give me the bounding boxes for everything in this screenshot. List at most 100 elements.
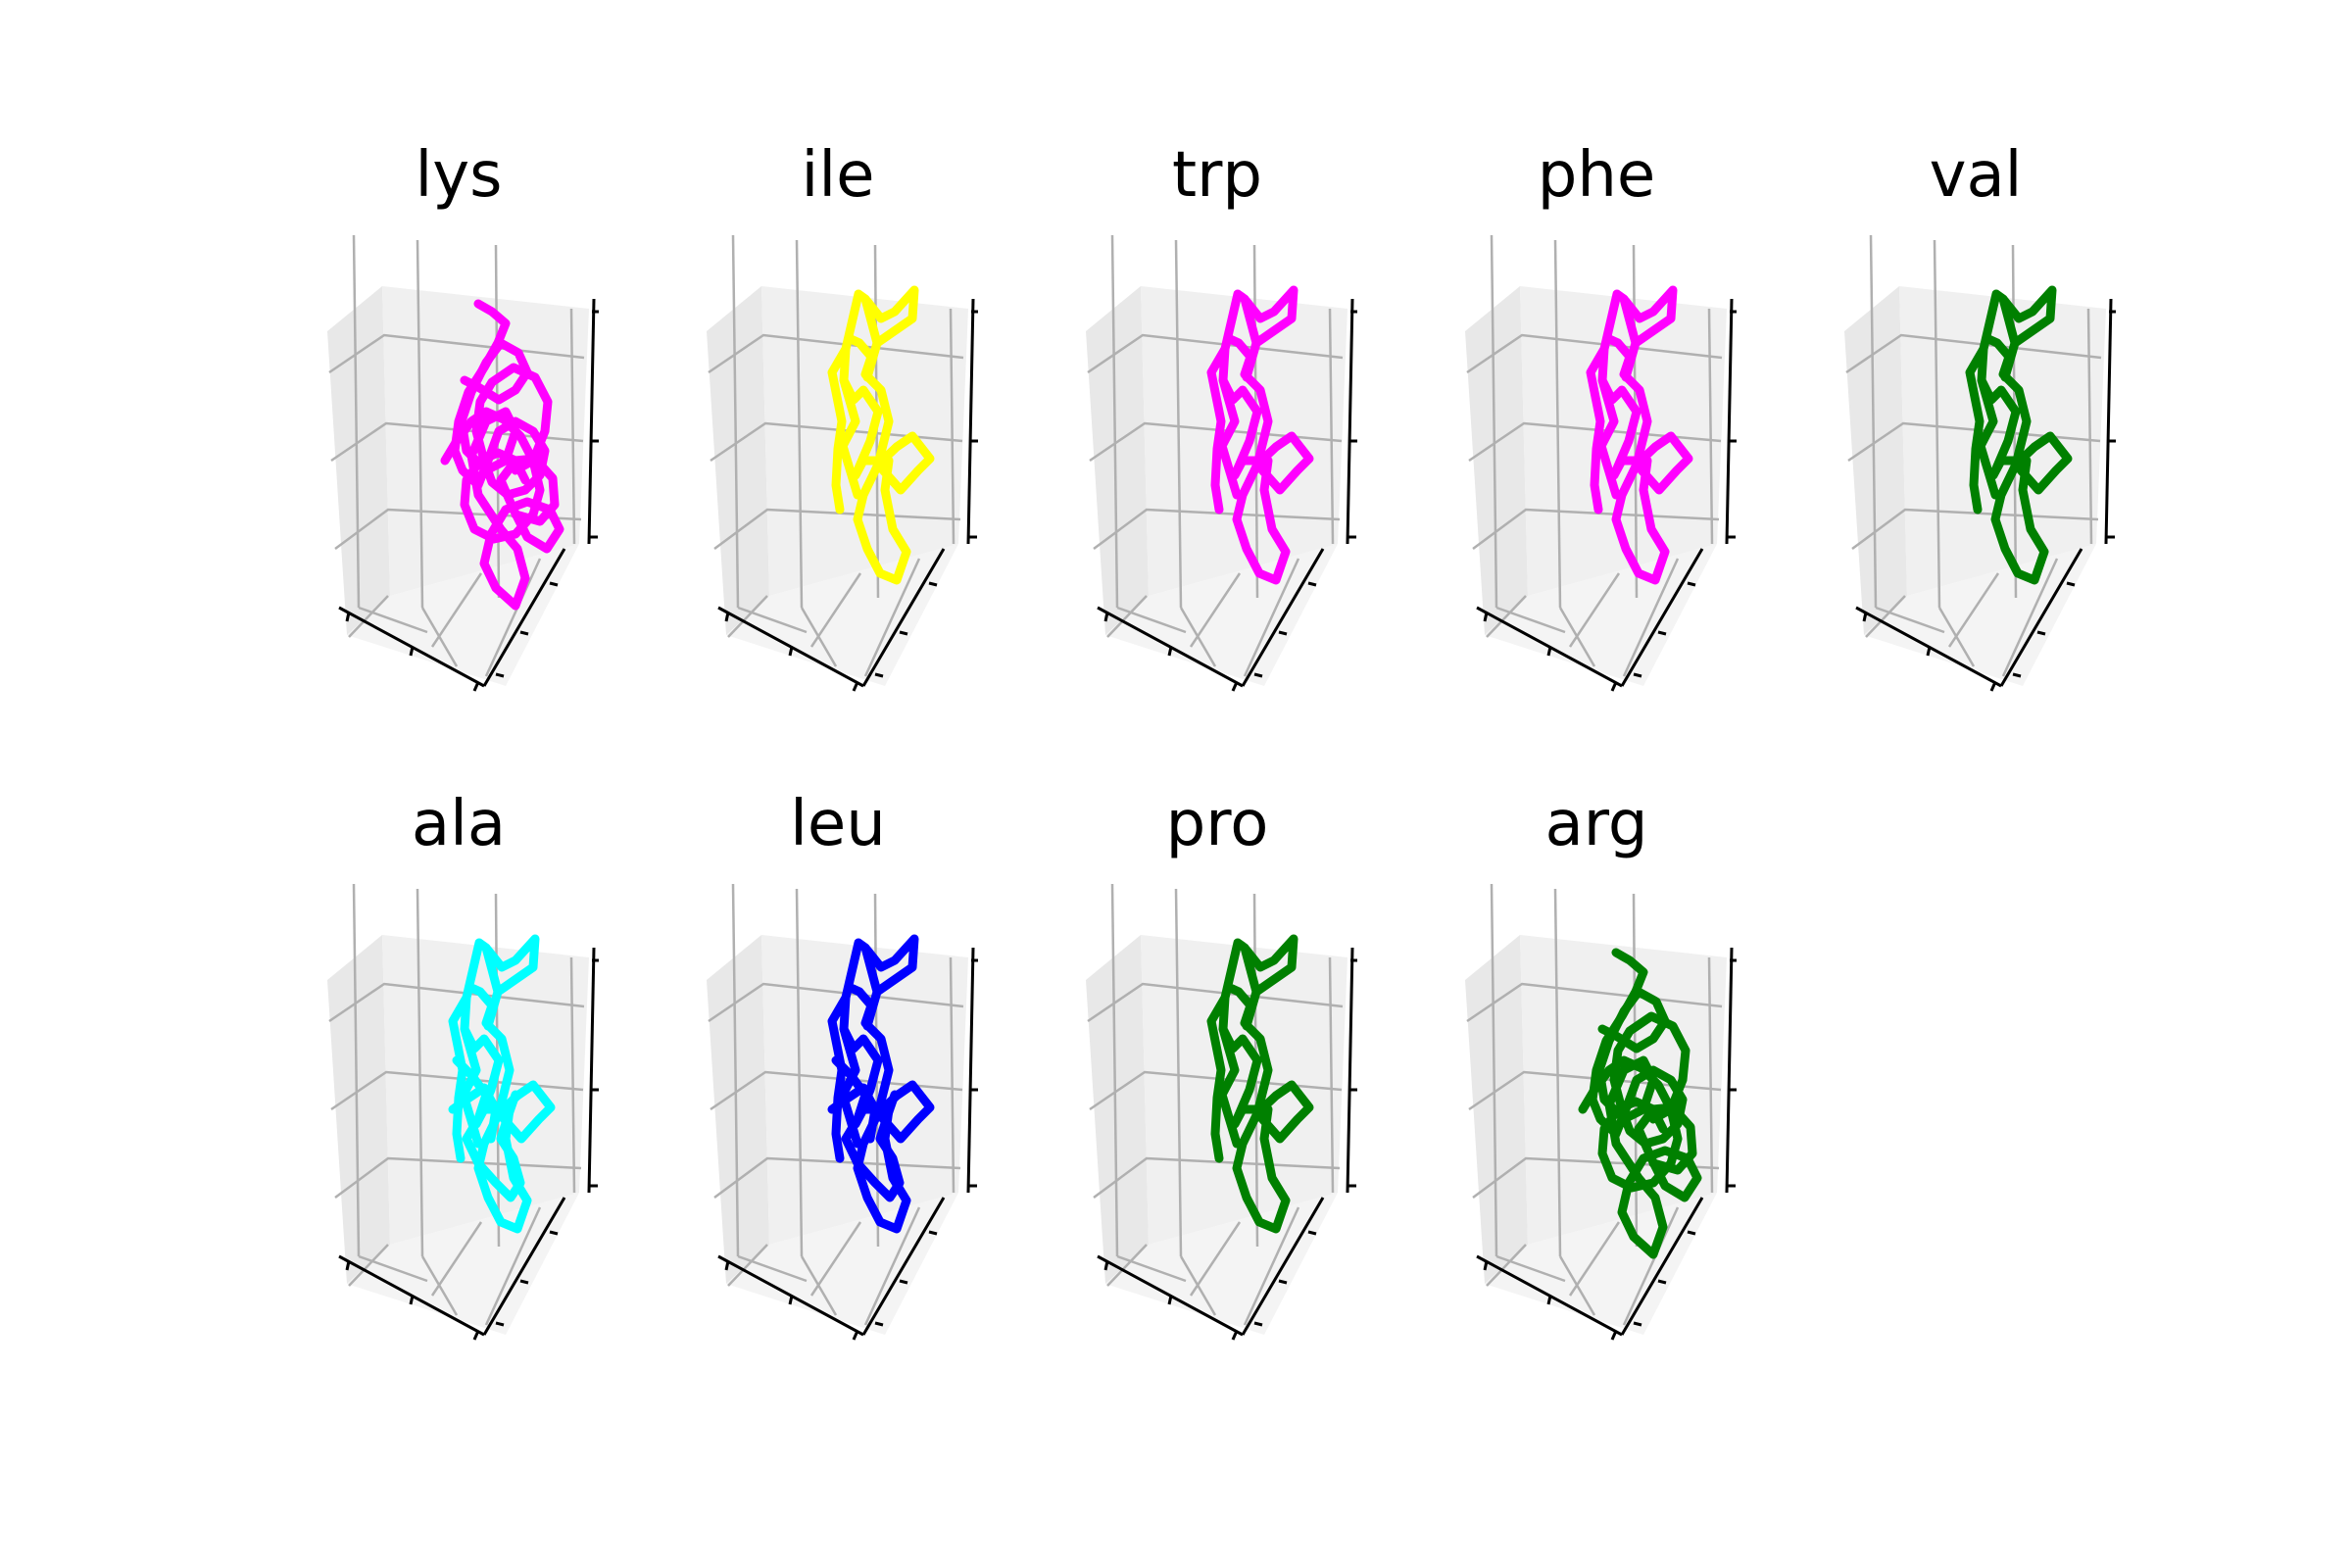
series-trace	[1965, 285, 2073, 585]
gridline	[1328, 956, 1335, 1194]
pane-left	[327, 935, 390, 1284]
gridline	[1110, 883, 1119, 1257]
y-axis-line	[1620, 548, 1704, 687]
subplot-pro: pro	[1086, 788, 1357, 1341]
axis-tick	[2036, 630, 2046, 636]
axis-tick	[1862, 612, 1868, 622]
subplot-title: trp	[1172, 139, 1262, 212]
series-trace	[827, 934, 935, 1234]
axis-tick	[345, 612, 351, 622]
subplot-title: val	[1930, 139, 2023, 212]
gridline	[1490, 234, 1498, 609]
gridline	[1568, 1221, 1621, 1297]
gridline	[1087, 982, 1344, 1023]
axis-tick	[852, 1330, 859, 1341]
gridline	[1466, 333, 1723, 374]
pane-back	[1141, 935, 1348, 1245]
gridline	[1947, 572, 2000, 648]
axis-tick	[549, 581, 559, 587]
gridline	[1490, 883, 1498, 1257]
gridline	[863, 1206, 921, 1326]
pane-back	[1520, 286, 1727, 596]
gridline	[1933, 239, 1941, 609]
axis-tick	[899, 1279, 908, 1285]
gridline	[731, 234, 740, 609]
axis-tick	[1253, 1321, 1263, 1327]
subplot-title: pro	[1166, 788, 1269, 860]
gridline	[1116, 1254, 1187, 1283]
axis-tick	[1253, 672, 1263, 678]
axis-tick	[409, 1295, 415, 1305]
gridline	[569, 308, 576, 545]
gridline	[1468, 421, 1722, 463]
axis-tick	[2066, 581, 2076, 587]
axis-tick	[495, 1321, 505, 1327]
gridline	[1553, 888, 1562, 1257]
axis-tick	[724, 612, 730, 622]
gridline	[352, 883, 361, 1257]
gridline	[809, 1221, 862, 1297]
gridline	[1174, 239, 1183, 609]
series-trace	[1578, 1055, 1683, 1193]
axis-tick	[724, 1260, 730, 1271]
gridline	[1106, 595, 1148, 638]
gridline	[949, 308, 956, 545]
z-axis-line	[966, 947, 975, 1194]
gridline	[809, 572, 862, 648]
axis-tick	[928, 581, 938, 587]
gridline	[358, 1254, 428, 1283]
axis-tick	[1483, 1260, 1489, 1271]
z-axis-line	[587, 947, 596, 1194]
gridline	[731, 883, 740, 1257]
series-trace	[1206, 934, 1314, 1234]
axis-tick	[1546, 1295, 1552, 1305]
axis-tick	[928, 1230, 938, 1236]
gridline	[727, 1244, 768, 1287]
z-axis-line	[1346, 298, 1354, 545]
axis-tick	[1103, 1260, 1109, 1271]
gridline	[737, 606, 808, 634]
subplot-val: val	[1844, 139, 2116, 692]
subplot-arg: arg	[1465, 788, 1737, 1341]
axis-tick	[899, 630, 908, 636]
axis-tick	[1657, 630, 1667, 636]
axis-tick	[1103, 612, 1109, 622]
pane-left	[1086, 935, 1149, 1284]
axis-tick	[472, 1330, 480, 1341]
gridline	[328, 982, 585, 1023]
pane-back	[761, 286, 968, 596]
axis-tick	[852, 681, 859, 692]
z-axis-line	[1725, 947, 1734, 1194]
series-trace	[827, 1055, 905, 1202]
z-axis-line	[1725, 298, 1734, 545]
subplot-lys: lys	[327, 139, 599, 692]
gridline	[416, 888, 424, 1257]
series-trace	[827, 285, 935, 585]
axis-tick	[1231, 681, 1239, 692]
axis-tick	[1633, 1321, 1642, 1327]
gridline	[708, 333, 964, 374]
axis-tick	[788, 1295, 794, 1305]
gridline	[1087, 333, 1344, 374]
gridline	[1707, 308, 1714, 545]
pane-back	[1141, 286, 1348, 596]
axis-tick	[1633, 672, 1642, 678]
series-trace	[448, 1055, 525, 1202]
series-trace	[1588, 948, 1690, 1149]
axis-tick	[1687, 1230, 1696, 1236]
gridline	[569, 956, 576, 1194]
pane-left	[327, 286, 390, 635]
axis-tick	[1687, 581, 1696, 587]
y-axis-line	[1241, 1197, 1325, 1336]
axis-tick	[1610, 1330, 1618, 1341]
gridline	[348, 1244, 389, 1287]
y-axis-line	[1241, 548, 1325, 687]
gridline	[1093, 1156, 1341, 1200]
y-axis-line	[1999, 548, 2083, 687]
subplot-title: lys	[416, 139, 503, 212]
axis-tick	[2012, 672, 2022, 678]
gridline	[1189, 572, 1242, 648]
series-trace	[440, 407, 545, 544]
y-axis-line	[482, 1197, 566, 1336]
axis-tick	[345, 1260, 351, 1271]
